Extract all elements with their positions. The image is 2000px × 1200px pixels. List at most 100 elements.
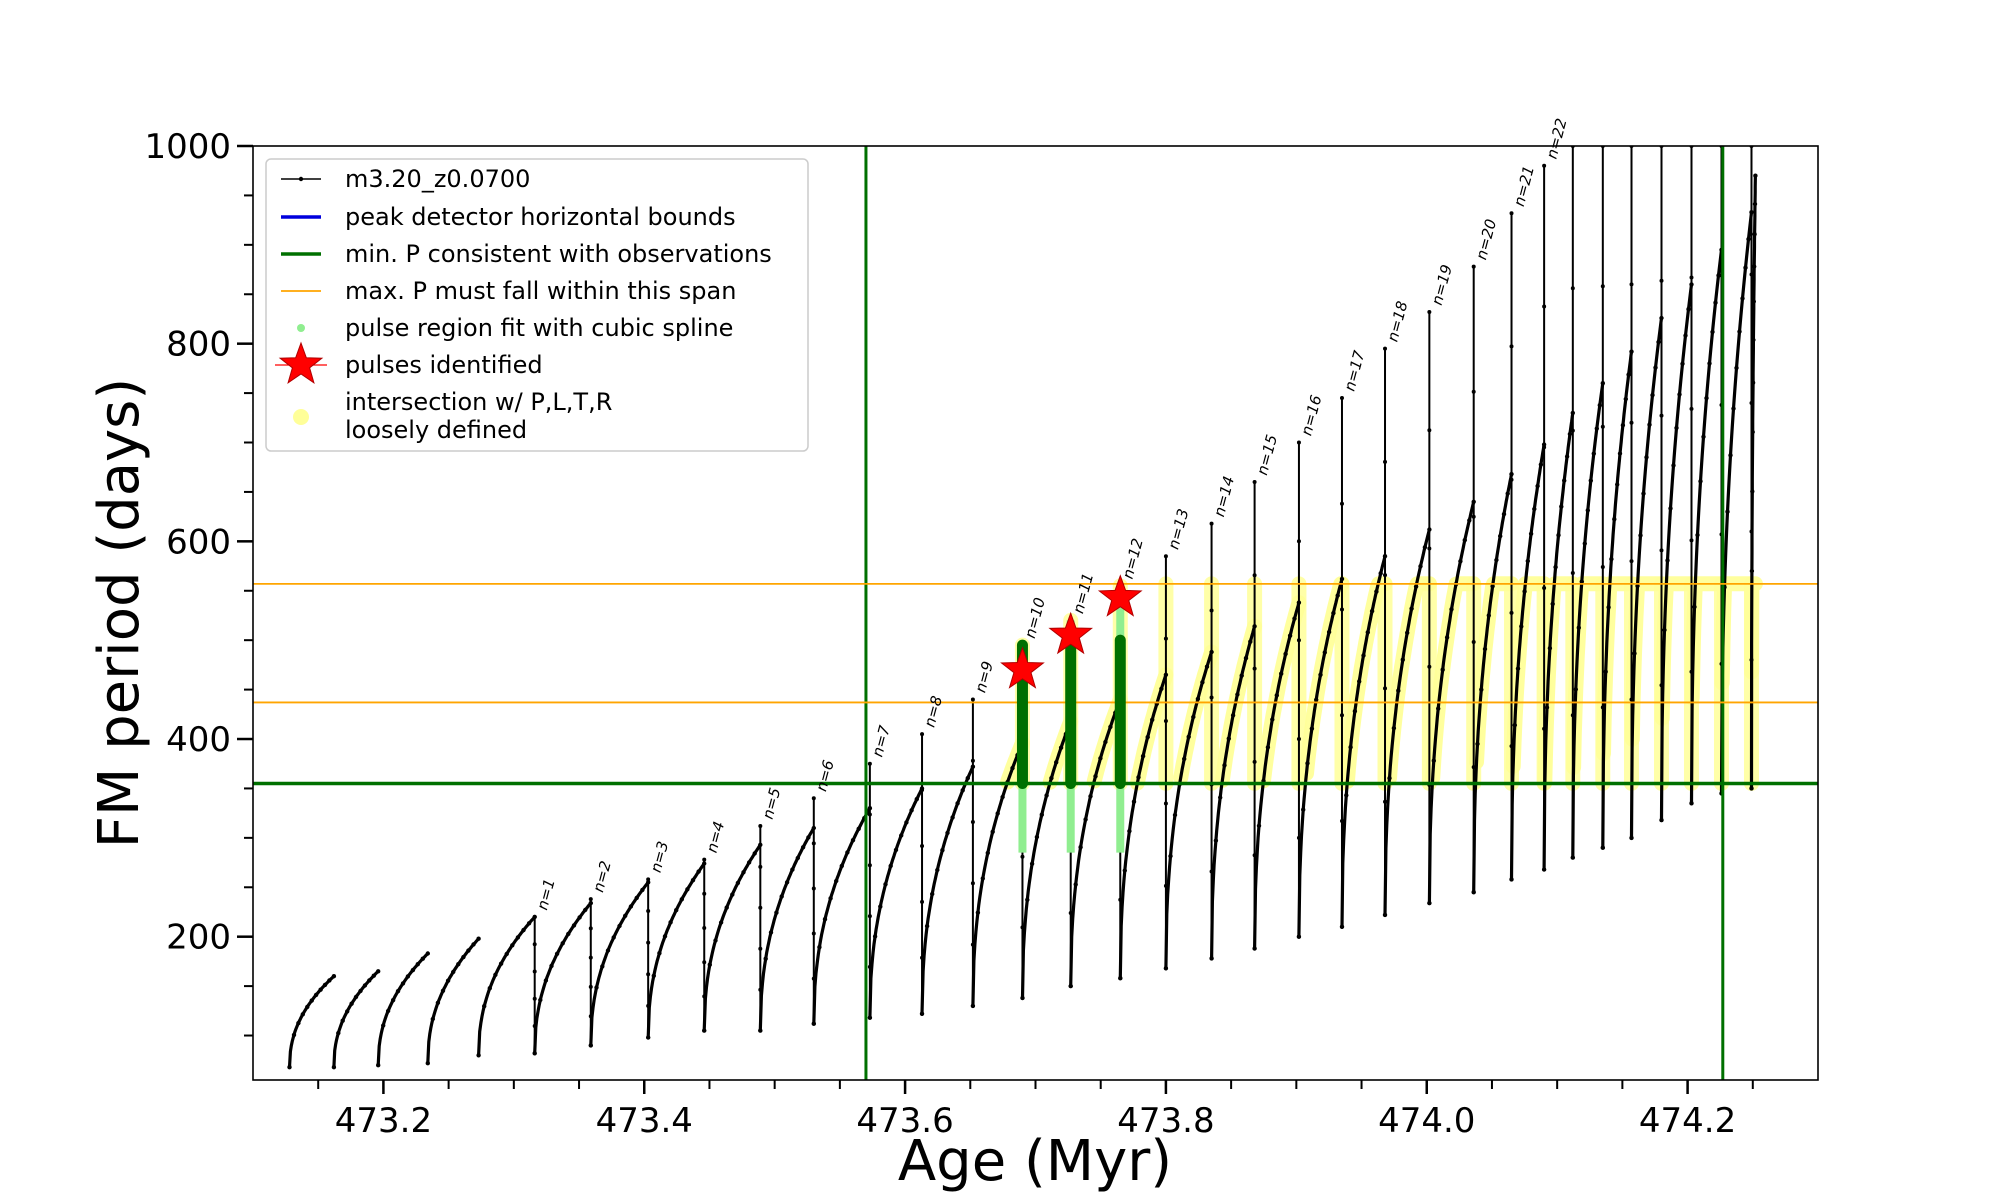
period-curve-point — [1283, 651, 1288, 657]
period-curve-point — [1318, 672, 1323, 677]
period-curve-point — [1287, 633, 1293, 638]
period-curve-point — [1195, 696, 1201, 702]
period-spike-point — [970, 758, 975, 763]
period-spike-point — [1629, 282, 1634, 287]
period-curve-point — [1710, 329, 1715, 335]
period-curve-point — [300, 1012, 305, 1017]
period-curve-point — [1585, 508, 1591, 513]
period-curve-point — [1309, 726, 1315, 731]
period-curve-point — [305, 1004, 310, 1010]
period-spike-point — [758, 864, 763, 869]
period-curve-point — [1752, 264, 1757, 269]
period-curve-point — [1265, 745, 1271, 750]
period-curve-point — [1626, 372, 1631, 377]
period-curve-point — [1725, 509, 1730, 514]
x-tick-label: 473.8 — [1117, 1101, 1214, 1141]
period-curve-point — [498, 961, 504, 966]
period-curve-point — [376, 969, 381, 974]
period-curve-point — [532, 1051, 537, 1056]
period-curve-point — [1068, 983, 1073, 989]
period-curve-point — [924, 923, 930, 929]
period-spike-point — [970, 881, 975, 886]
period-spike-point — [532, 969, 537, 974]
period-curve-point — [914, 796, 919, 802]
period-curve-point — [1665, 558, 1670, 563]
period-curve-point — [1588, 478, 1594, 483]
period-curve-point — [1594, 426, 1600, 431]
period-spike-point — [1570, 428, 1575, 433]
period-curve-point — [1010, 765, 1015, 771]
period-spike-point — [532, 942, 537, 947]
period-curve-point — [415, 962, 420, 967]
period-curve-point — [560, 941, 565, 946]
period-curve-point — [1025, 897, 1030, 902]
period-curve-point — [1674, 425, 1679, 431]
period-curve-point — [1088, 794, 1093, 799]
period-spike-point — [1339, 713, 1344, 718]
period-curve-point — [1422, 545, 1428, 550]
period-curve-point — [1344, 793, 1349, 798]
period-curve-point — [476, 936, 481, 941]
period-curve-point — [758, 1028, 763, 1033]
period-curve-point — [1256, 823, 1262, 828]
period-curve-point — [1668, 506, 1673, 511]
period-curve-point — [904, 820, 909, 825]
period-curve-point — [1713, 300, 1718, 305]
x-tick-label: 474.0 — [1378, 1101, 1475, 1141]
period-curve-point — [1305, 761, 1310, 766]
period-curve-point — [1222, 763, 1227, 768]
period-spike-point — [1296, 638, 1301, 643]
period-curve-point — [1108, 724, 1113, 730]
period-spike-point — [920, 899, 925, 904]
period-curve-point — [1579, 579, 1585, 584]
period-curve-point — [935, 867, 940, 873]
period-spike-point — [1383, 686, 1388, 691]
period-curve-point — [850, 838, 856, 843]
period-curve-point — [349, 1001, 354, 1006]
period-curve-point — [690, 878, 696, 883]
period-curve-point — [353, 994, 359, 1000]
period-curve-point — [1296, 934, 1302, 939]
period-spike-point — [1542, 304, 1547, 309]
period-curve-point — [685, 887, 690, 892]
period-spike-point — [1471, 640, 1476, 644]
period-curve-point — [1182, 756, 1187, 762]
period-curve-point — [1576, 625, 1582, 630]
period-curve-point — [1471, 890, 1476, 895]
period-curve-point — [674, 908, 679, 913]
period-curve-point — [1049, 775, 1054, 781]
period-curve-point — [1615, 482, 1620, 487]
period-spike-point — [758, 905, 763, 910]
period-curve-point — [1519, 624, 1524, 629]
period-curve-point — [1462, 537, 1468, 543]
period-spike-point — [702, 960, 707, 965]
period-spike-point — [1339, 501, 1344, 506]
period-curve-point — [1494, 557, 1499, 563]
legend-swatch-dot — [293, 409, 309, 425]
period-curve-point — [1168, 853, 1173, 859]
period-curve-point — [724, 905, 729, 910]
period-curve-point — [510, 943, 515, 948]
period-curve-point — [1751, 337, 1756, 343]
period-curve-point — [395, 989, 401, 994]
period-curve-point — [1573, 687, 1579, 692]
period-curve-point — [1440, 667, 1445, 672]
period-curve-point — [713, 938, 718, 943]
period-spike-point — [758, 946, 763, 951]
period-curve-point — [476, 1053, 481, 1058]
legend-label-4: max. P must fall within this span — [345, 277, 736, 305]
period-curve-point — [1218, 795, 1223, 800]
period-curve-point — [1743, 265, 1748, 270]
period-curve-point — [1562, 478, 1567, 483]
period-curve-point — [1617, 451, 1623, 456]
period-curve-point — [583, 907, 588, 913]
axes-layer: 473.2 473.4 473.6 473.8 474.0 474.2 200 400 600 8… — [144, 127, 1754, 1141]
period-curve-point — [1505, 491, 1510, 496]
period-curve-point — [646, 1035, 651, 1040]
period-curve-point — [888, 863, 893, 869]
period-spike-point — [1471, 264, 1476, 269]
period-curve-point — [600, 964, 605, 969]
period-curve-point — [1039, 812, 1045, 817]
period-curve-point — [1475, 741, 1480, 747]
